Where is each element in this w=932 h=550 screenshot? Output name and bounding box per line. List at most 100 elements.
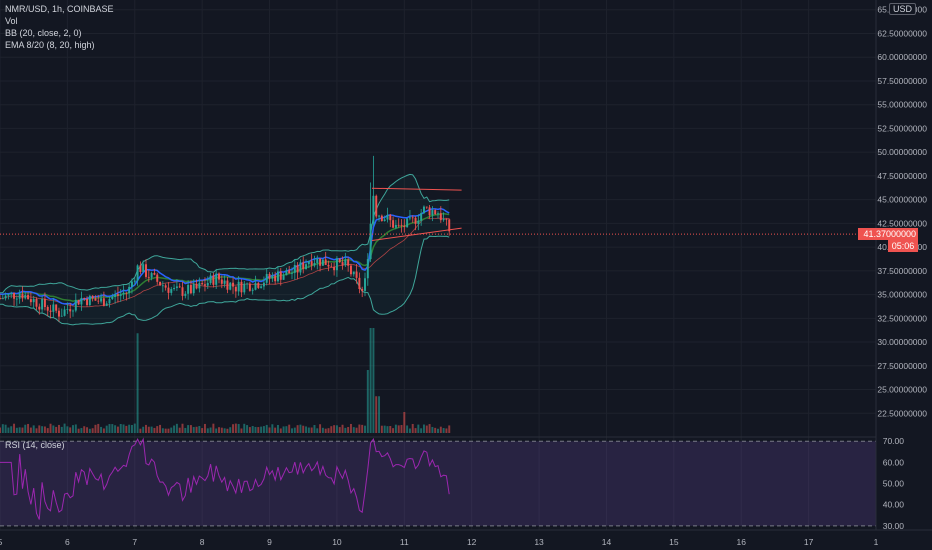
volume-bars: [0, 328, 451, 433]
volume-bar: [1, 424, 4, 433]
volume-bar: [0, 427, 1, 433]
candle-body: [114, 294, 117, 297]
price-tick-label: 42.50000000: [877, 218, 927, 228]
candle-body: [100, 298, 103, 302]
volume-bar: [274, 427, 277, 433]
candle-body: [265, 273, 268, 283]
volume-bar: [296, 425, 299, 433]
candle-body: [288, 270, 291, 274]
volume-bar: [240, 428, 243, 433]
volume-bar: [254, 426, 257, 433]
volume-bar: [366, 370, 369, 433]
candle-body: [260, 286, 263, 288]
volume-bar: [145, 424, 147, 433]
volume-bar: [35, 428, 38, 433]
rsi-panel: [0, 436, 876, 527]
price-tick-label: 30.00000000: [877, 337, 927, 347]
candle-body: [215, 273, 218, 285]
volume-bar: [425, 425, 428, 433]
candle-body: [262, 282, 265, 287]
price-tick-label: 22.50000000: [877, 408, 927, 418]
trendline: [371, 187, 462, 191]
candle-body: [136, 265, 139, 281]
volume-bar: [394, 424, 397, 433]
price-tick-label: 25.00000000: [877, 385, 927, 395]
candle-body: [178, 286, 181, 288]
volume-bar: [369, 328, 372, 433]
candle-body: [74, 300, 77, 311]
volume-bar: [386, 426, 389, 433]
volume-bar: [364, 425, 366, 433]
candle-body: [330, 266, 333, 268]
volume-bar: [279, 428, 282, 433]
time-axis[interactable]: 5 6 7 8 9 10 11 12 13 14 15 16 17 1: [0, 529, 932, 547]
legend-volume[interactable]: Vol: [5, 16, 18, 26]
volume-bar: [7, 427, 10, 433]
price-axis[interactable]: 65.0000000062.5000000060.0000000057.5000…: [875, 0, 927, 530]
candle-body: [0, 298, 1, 300]
candle-body: [380, 215, 383, 222]
price-tick-label: 27.50000000: [877, 361, 927, 371]
candle-body: [335, 258, 338, 271]
volume-bar: [187, 425, 190, 433]
candle-body: [274, 275, 277, 282]
time-tick-label: 16: [736, 537, 746, 547]
candle-body: [150, 273, 153, 278]
currency-badge[interactable]: USD: [888, 3, 916, 15]
trendline: [371, 227, 462, 241]
candle-body: [29, 299, 32, 303]
candle-body: [153, 273, 156, 275]
volume-bar: [102, 428, 105, 433]
volume-bar: [411, 423, 414, 433]
rsi-tick-label: 60.00: [883, 457, 905, 467]
candle-body: [111, 296, 114, 300]
candle-body: [27, 294, 30, 300]
candle-body: [21, 293, 24, 299]
volume-bar: [215, 428, 218, 433]
volume-bar: [198, 426, 201, 433]
candle-body: [414, 217, 417, 224]
legend-ema[interactable]: EMA 8/20 (8, 20, high): [5, 40, 95, 50]
volume-bar: [159, 424, 162, 433]
volume-bar: [439, 426, 442, 433]
candle-body: [434, 210, 437, 215]
candle-body: [341, 262, 344, 266]
volume-bar: [403, 412, 406, 433]
rsi-legend[interactable]: RSI (14, close): [5, 440, 65, 450]
candle-body: [88, 295, 91, 306]
last-price-tag: 41.37000000: [858, 228, 918, 241]
volume-bar: [344, 427, 347, 433]
candle-body: [347, 259, 350, 266]
candle-body: [218, 273, 220, 280]
candle-body: [13, 292, 16, 299]
volume-bar: [43, 426, 46, 433]
candle-body: [364, 278, 366, 291]
candle-body: [305, 264, 308, 270]
candle-body: [310, 261, 313, 266]
price-tick-label: 37.50000000: [877, 266, 927, 276]
candle-body: [271, 275, 274, 279]
volume-bar: [130, 425, 133, 433]
candle-body: [105, 303, 108, 306]
candle-body: [161, 285, 164, 287]
volume-bar: [420, 428, 423, 433]
volume-bar: [147, 426, 150, 433]
candle-body: [375, 195, 378, 217]
candle-body: [282, 275, 285, 280]
volume-bar: [226, 428, 229, 433]
candle-body: [299, 262, 302, 273]
volume-bar: [46, 428, 49, 433]
volume-bar: [237, 424, 240, 433]
volume-bar: [223, 428, 226, 433]
volume-bar: [414, 428, 417, 433]
candle-body: [389, 215, 392, 221]
legend-bollinger[interactable]: BB (20, close, 2, 0): [5, 28, 82, 38]
legend-symbol[interactable]: NMR/USD, 1h, COINBASE: [5, 4, 114, 14]
candle-body: [147, 276, 150, 278]
chart-legend: NMR/USD, 1h, COINBASE Vol BB (20, close,…: [5, 3, 114, 51]
volume-bar: [271, 424, 274, 433]
price-tick-label: 45.00000000: [877, 195, 927, 205]
trendlines[interactable]: [371, 187, 462, 241]
volume-bar: [389, 426, 392, 433]
